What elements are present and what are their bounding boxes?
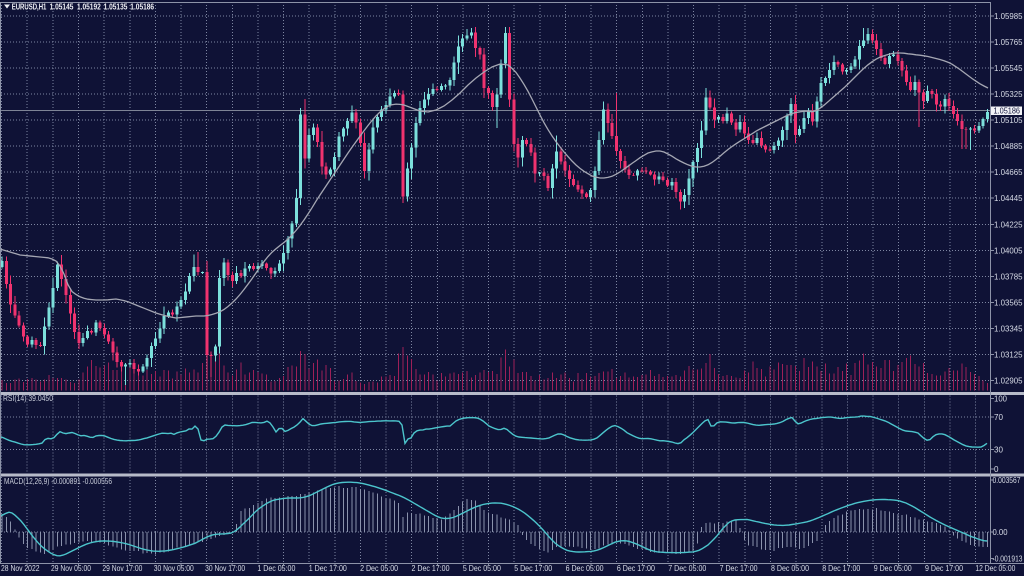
- svg-text:1.05186: 1.05186: [130, 2, 154, 12]
- svg-text:8 Dec 05:00: 8 Dec 05:00: [771, 563, 809, 573]
- svg-text:0.00: 0.00: [993, 527, 1008, 537]
- svg-text:1.04665: 1.04665: [994, 167, 1023, 177]
- svg-text:5 Dec 05:00: 5 Dec 05:00: [463, 563, 501, 573]
- svg-text:1.05135: 1.05135: [104, 2, 128, 12]
- svg-text:1 Dec 17:00: 1 Dec 17:00: [309, 563, 347, 573]
- svg-text:1.04445: 1.04445: [994, 193, 1023, 203]
- svg-text:30 Nov 17:00: 30 Nov 17:00: [205, 563, 245, 573]
- svg-text:5 Dec 17:00: 5 Dec 17:00: [514, 563, 552, 573]
- svg-text:MACD(12,26,9) -0.000891 -0.000: MACD(12,26,9) -0.000891 -0.000556: [4, 476, 112, 486]
- svg-text:7 Dec 05:00: 7 Dec 05:00: [668, 563, 706, 573]
- svg-text:1.05765: 1.05765: [994, 37, 1023, 47]
- svg-text:1.03345: 1.03345: [994, 324, 1023, 334]
- svg-text:1.05105: 1.05105: [994, 115, 1023, 125]
- svg-text:1.05145: 1.05145: [50, 2, 74, 12]
- svg-text:7 Dec 17:00: 7 Dec 17:00: [720, 563, 758, 573]
- svg-text:1.03785: 1.03785: [994, 271, 1023, 281]
- svg-text:1.04225: 1.04225: [994, 219, 1023, 229]
- svg-text:RSI(14) 39.0450: RSI(14) 39.0450: [3, 393, 53, 403]
- svg-text:9 Dec 17:00: 9 Dec 17:00: [925, 563, 963, 573]
- svg-text:0: 0: [994, 464, 999, 474]
- svg-text:70: 70: [994, 412, 1003, 422]
- svg-text:1.04005: 1.04005: [994, 245, 1023, 255]
- svg-text:2 Dec 17:00: 2 Dec 17:00: [412, 563, 450, 573]
- svg-text:1.04885: 1.04885: [994, 141, 1023, 151]
- svg-text:30 Nov 05:00: 30 Nov 05:00: [154, 563, 194, 573]
- svg-text:28 Nov 2022: 28 Nov 2022: [1, 563, 40, 573]
- svg-text:2 Dec 05:00: 2 Dec 05:00: [360, 563, 398, 573]
- svg-text:30: 30: [994, 445, 1003, 455]
- svg-text:1.05985: 1.05985: [994, 11, 1023, 21]
- svg-text:29 Nov 05:00: 29 Nov 05:00: [51, 563, 91, 573]
- svg-text:1.03125: 1.03125: [994, 350, 1023, 360]
- svg-text:6 Dec 17:00: 6 Dec 17:00: [617, 563, 655, 573]
- svg-text:6 Dec 05:00: 6 Dec 05:00: [566, 563, 604, 573]
- svg-text:EURUSD,H1: EURUSD,H1: [12, 2, 47, 12]
- svg-text:1.05325: 1.05325: [994, 89, 1023, 99]
- svg-text:1.05192: 1.05192: [77, 2, 101, 12]
- svg-text:100: 100: [994, 394, 1007, 404]
- svg-text:8 Dec 17:00: 8 Dec 17:00: [822, 563, 860, 573]
- svg-text:0.003567: 0.003567: [993, 475, 1021, 485]
- svg-text:1.03565: 1.03565: [994, 297, 1023, 307]
- svg-text:9 Dec 05:00: 9 Dec 05:00: [874, 563, 912, 573]
- svg-text:1 Dec 05:00: 1 Dec 05:00: [257, 563, 295, 573]
- svg-text:1.02905: 1.02905: [994, 376, 1023, 386]
- svg-text:1.05545: 1.05545: [994, 63, 1023, 73]
- svg-text:1.05186: 1.05186: [994, 106, 1021, 116]
- svg-text:-0.001913: -0.001913: [993, 554, 1023, 564]
- svg-text:29 Nov 17:00: 29 Nov 17:00: [102, 563, 142, 573]
- svg-text:12 Dec 05:00: 12 Dec 05:00: [975, 563, 1015, 573]
